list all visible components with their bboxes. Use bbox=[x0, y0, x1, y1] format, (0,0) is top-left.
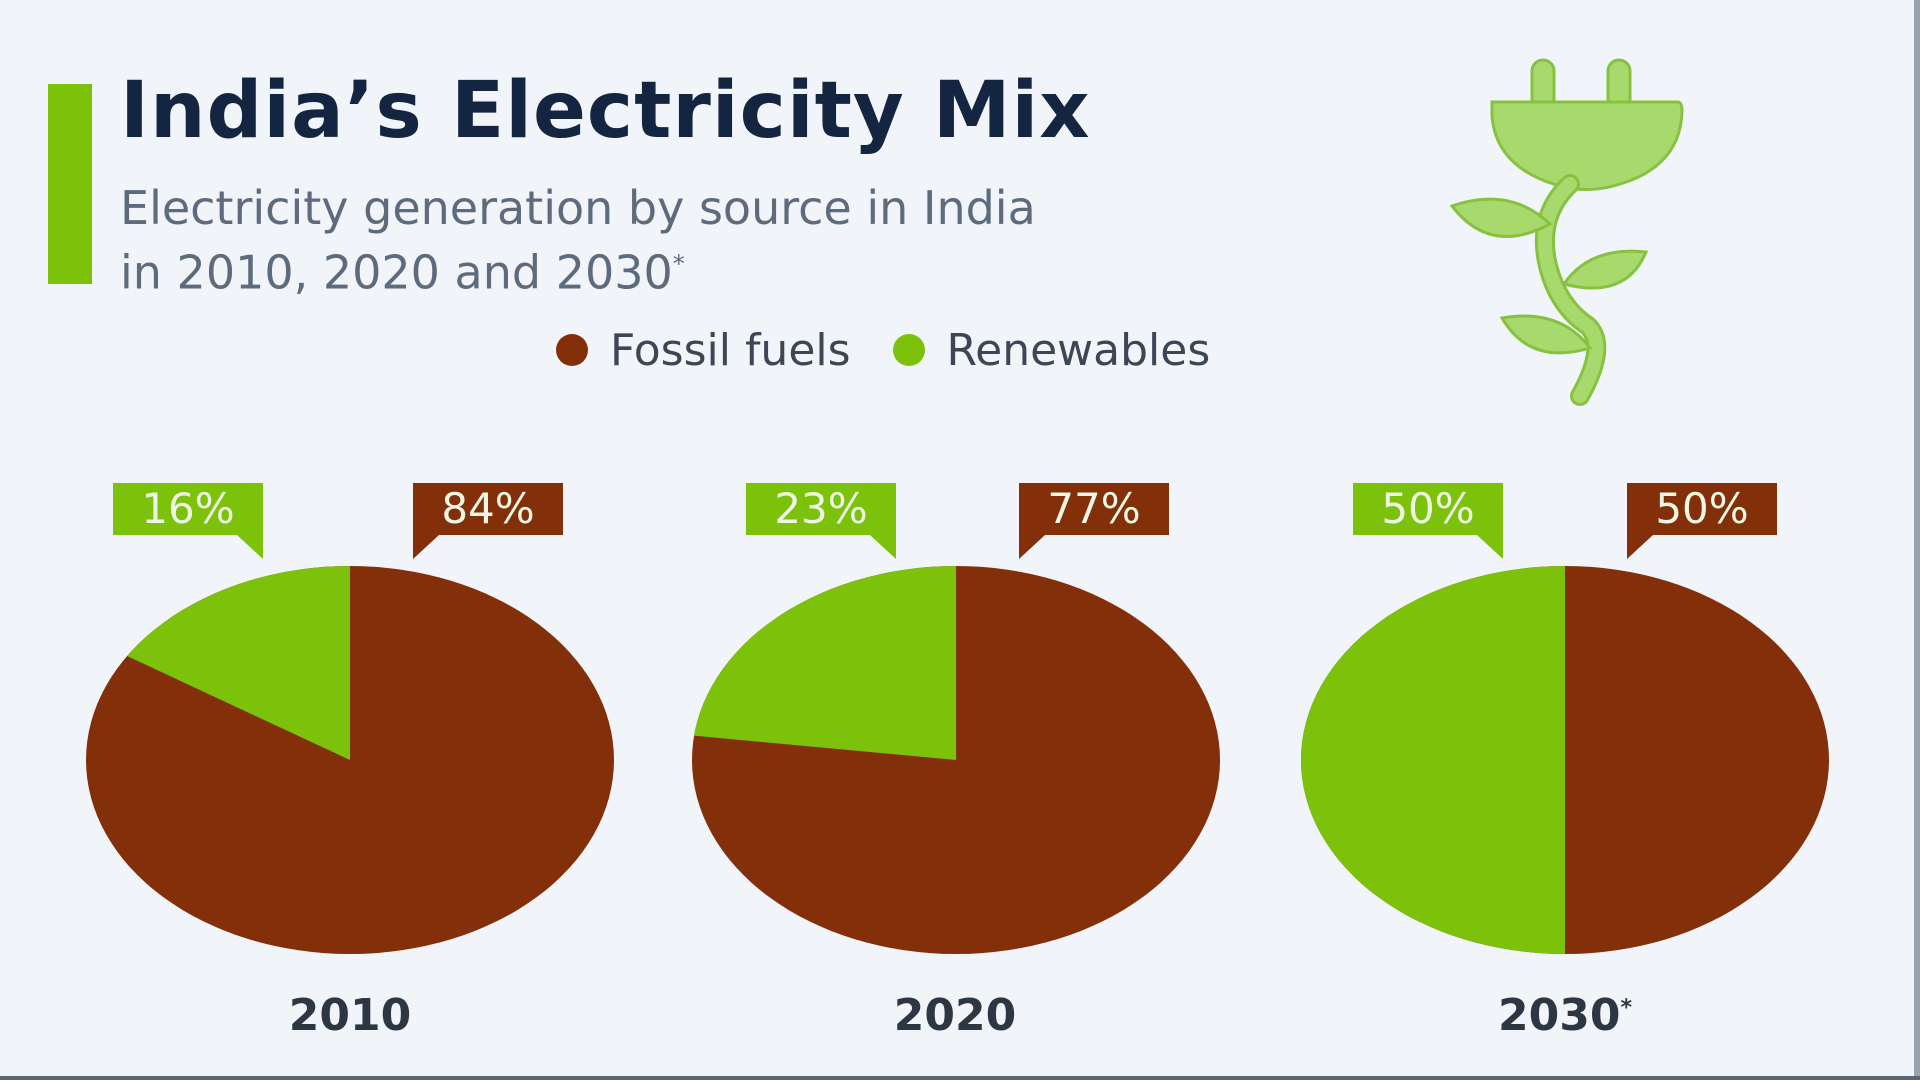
frame-border-right bbox=[1914, 0, 1920, 1080]
legend-item-fossil: Fossil fuels bbox=[556, 325, 851, 376]
year-footnote: * bbox=[1620, 995, 1632, 1021]
pie-2010-renewables-label: 16% bbox=[113, 483, 263, 559]
pie-2030-fossil-label: 50% bbox=[1627, 483, 1777, 559]
legend-item-renewables: Renewables bbox=[892, 324, 1211, 376]
pie-2020-fossil-label: 77% bbox=[1019, 483, 1169, 559]
pie-2030 bbox=[1301, 566, 1829, 954]
pie-slice-renewables bbox=[694, 566, 956, 760]
title-accent-bar bbox=[48, 84, 92, 284]
subtitle-line-1: Electricity generation by source in Indi… bbox=[120, 181, 1036, 235]
legend: Fossil fuels Renewables bbox=[556, 322, 1210, 378]
legend-dot-renewables-icon bbox=[892, 334, 925, 366]
year-text: 2010 bbox=[288, 990, 412, 1041]
pie-2030-renewables-label: 50% bbox=[1353, 483, 1503, 559]
year-text: 2030 bbox=[1498, 990, 1621, 1041]
frame-border-bottom bbox=[0, 1076, 1920, 1080]
footnote-mark: * bbox=[672, 250, 685, 278]
plug-plant-icon bbox=[1449, 58, 1684, 406]
pie-slice-renewables bbox=[127, 566, 350, 760]
pie-2020-year-label: 2020 bbox=[855, 990, 1055, 1041]
pie-2020 bbox=[692, 566, 1220, 954]
pie-2010 bbox=[86, 566, 614, 954]
pie-2010-year-label: 2010 bbox=[250, 990, 450, 1041]
year-text: 2020 bbox=[893, 990, 1017, 1041]
pie-2030-year-label: 2030* bbox=[1465, 990, 1665, 1041]
subtitle-line-2-text: in 2010, 2020 and 2030 bbox=[120, 245, 673, 300]
pie-2020-renewables-label: 23% bbox=[746, 483, 896, 559]
pie-2010-fossil-label: 84% bbox=[413, 483, 563, 559]
chart-subtitle: Electricity generation by source in Indi… bbox=[120, 180, 1320, 300]
chart-title: India’s Electricity Mix bbox=[120, 66, 1091, 156]
legend-label-renewables: Renewables bbox=[946, 324, 1211, 376]
legend-dot-fossil-icon bbox=[556, 334, 588, 366]
pie-slice-renewables bbox=[1301, 566, 1565, 954]
subtitle-line-2: in 2010, 2020 and 2030* bbox=[120, 236, 1320, 300]
legend-label-fossil: Fossil fuels bbox=[610, 324, 851, 376]
